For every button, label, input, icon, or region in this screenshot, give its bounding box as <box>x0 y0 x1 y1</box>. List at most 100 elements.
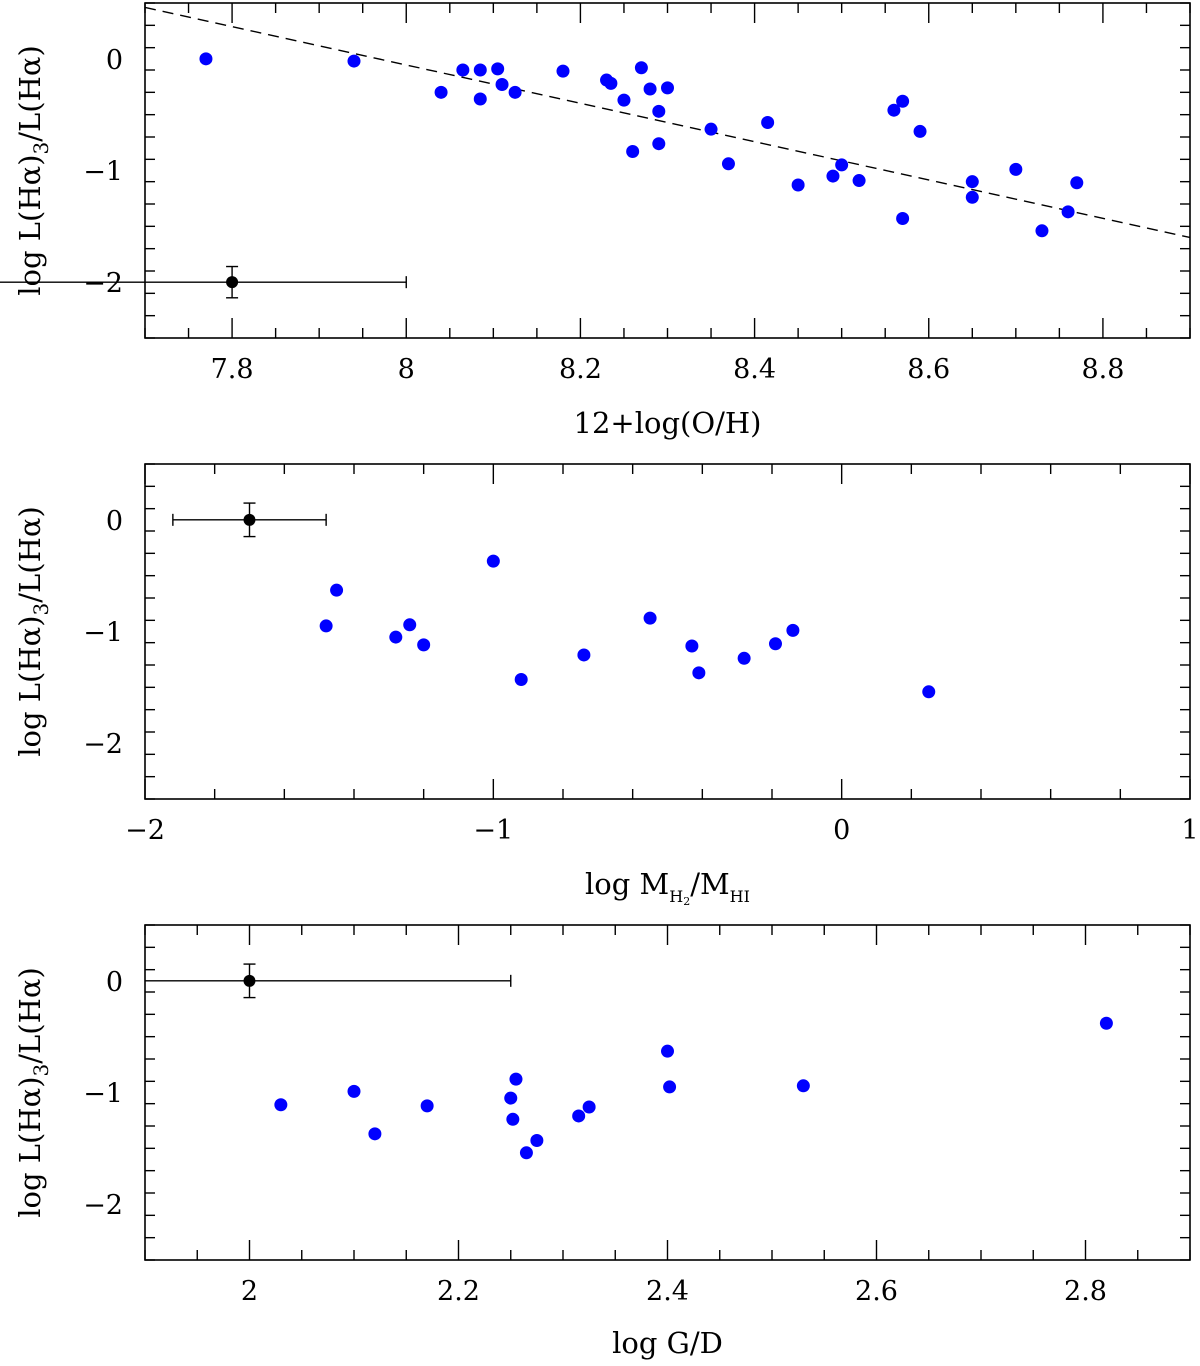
data-point <box>1070 176 1084 190</box>
data-point <box>852 174 866 188</box>
data-point <box>389 630 403 644</box>
data-point <box>652 137 666 151</box>
data-point <box>965 175 979 189</box>
panel-metallicity: 7.8 8 8.2 8.4 8.6 8.8 0 −1 −2 log L(Hα)3/L(Hα) 12+… <box>0 2 1191 440</box>
data-point <box>319 619 333 633</box>
y-tick-label: 0 <box>106 506 123 537</box>
data-point <box>368 1127 382 1141</box>
plot-frame <box>144 2 1191 339</box>
x-tick-label: 8.8 <box>1081 354 1124 385</box>
data-point <box>403 618 417 632</box>
data-point <box>473 63 487 77</box>
data-point <box>1009 162 1023 176</box>
x-tick-label: 2.4 <box>646 1276 689 1307</box>
data-point <box>634 61 648 75</box>
data-point <box>199 52 213 66</box>
panel-gas-to-dust: 2 2.2 2.4 2.6 2.8 0 −1 −2 log L(Hα)3/L(Hα) log G/… <box>13 924 1191 1360</box>
data-point <box>486 554 500 568</box>
x-tick-label: 8 <box>398 354 415 385</box>
data-point <box>896 94 910 108</box>
x-tick-label: 8.2 <box>559 354 602 385</box>
error-reference-point <box>243 513 256 526</box>
panel-molecular-fraction: −2 −1 0 1 0 −1 −2 log L(Hα)3/L(Hα) log MH2/MHI <box>13 463 1199 908</box>
data-point <box>835 158 849 172</box>
data-point <box>582 1100 596 1114</box>
data-point <box>347 54 361 68</box>
x-tick-label: −1 <box>473 815 513 846</box>
y-tick-label: −2 <box>83 268 123 299</box>
error-reference-point <box>243 974 256 987</box>
x-tick-label: 2.6 <box>855 1276 898 1307</box>
y-axis-label: log L(Hα)3/L(Hα) <box>13 506 53 757</box>
data-point <box>922 685 936 699</box>
y-tick-label: −1 <box>83 157 123 188</box>
data-point <box>796 1079 810 1093</box>
data-point <box>572 1109 586 1123</box>
data-point <box>1035 224 1049 238</box>
data-point <box>509 1072 523 1086</box>
x-axis-label: log G/D <box>612 1326 723 1360</box>
plot-frame <box>144 463 1191 800</box>
data-point <box>420 1099 434 1113</box>
data-point <box>330 583 344 597</box>
data-point <box>519 1146 533 1160</box>
data-point <box>506 1112 520 1126</box>
data-point <box>826 169 840 183</box>
data-point <box>661 1044 674 1058</box>
data-point <box>737 651 751 665</box>
y-axis-label: log L(Hα)3/L(Hα) <box>13 45 53 296</box>
x-tick-label: 8.4 <box>733 354 776 385</box>
data-point <box>791 178 805 192</box>
data-point <box>456 63 470 77</box>
x-tick-label: 2 <box>241 1276 258 1307</box>
fit-line <box>145 6 1190 239</box>
y-tick-label: −1 <box>83 618 123 649</box>
x-tick-label: 1 <box>1181 815 1198 846</box>
data-point <box>617 93 631 107</box>
data-point <box>663 1080 677 1094</box>
x-tick-label: 7.8 <box>211 354 254 385</box>
x-tick-label: 0 <box>833 815 850 846</box>
data-point <box>786 623 800 637</box>
data-point <box>643 611 657 625</box>
data-point <box>652 104 666 118</box>
data-point <box>417 638 431 652</box>
data-point <box>721 157 735 171</box>
error-reference-point <box>226 276 239 289</box>
x-axis-label: 12+log(O/H) <box>574 406 762 440</box>
data-point <box>704 122 718 136</box>
data-point <box>626 145 640 159</box>
data-point <box>530 1134 544 1148</box>
data-point <box>473 92 487 106</box>
data-point <box>661 81 674 95</box>
data-point <box>887 103 901 117</box>
data-point <box>577 648 591 662</box>
data-point <box>274 1098 288 1112</box>
data-point <box>913 124 927 138</box>
y-tick-label: −1 <box>83 1079 123 1110</box>
data-point <box>556 64 570 78</box>
y-tick-label: 0 <box>106 967 123 998</box>
data-point <box>504 1091 518 1105</box>
y-tick-label: −2 <box>83 1190 123 1221</box>
data-point <box>495 78 509 92</box>
data-point <box>1061 205 1075 219</box>
data-point <box>685 639 699 653</box>
data-point <box>491 62 505 76</box>
data-point <box>604 76 618 90</box>
data-point <box>965 190 979 204</box>
data-point <box>514 673 528 687</box>
data-point <box>347 1084 361 1098</box>
x-tick-label: 2.2 <box>437 1276 480 1307</box>
x-tick-label: −2 <box>125 815 165 846</box>
data-point <box>896 212 910 226</box>
data-point <box>508 85 522 99</box>
data-point <box>692 666 706 680</box>
x-tick-label: 2.8 <box>1064 1276 1107 1307</box>
x-tick-label: 8.6 <box>907 354 950 385</box>
data-point <box>643 82 657 96</box>
x-axis-label: log MH2/MHI <box>585 867 750 908</box>
y-tick-label: 0 <box>106 45 123 76</box>
data-point <box>434 85 448 99</box>
